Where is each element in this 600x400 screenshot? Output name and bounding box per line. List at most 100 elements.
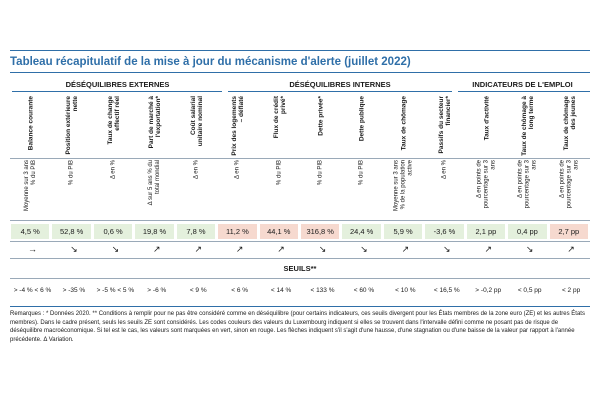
column-header: Flux de crédit privé* bbox=[260, 96, 300, 156]
column-header-text: Passifs du secteur financier* bbox=[438, 96, 453, 154]
row-rule-seuils bbox=[10, 258, 590, 259]
column-header: Prix des logements – déflaté bbox=[218, 96, 258, 156]
column-unit-text: Δ en % bbox=[234, 160, 241, 180]
trend-arrow-icon: ↘ bbox=[318, 244, 327, 254]
column-unit: Δ en % bbox=[425, 160, 465, 218]
trend-arrow-icon: ↘ bbox=[70, 244, 78, 254]
value-cell: 24,4 % bbox=[342, 224, 381, 239]
column-unit-text: Δ en points de pourcentage sur 3 ans bbox=[517, 160, 538, 209]
value-cell: 0,6 % bbox=[93, 224, 133, 239]
trend-arrow-icon: ↘ bbox=[111, 244, 120, 254]
column-unit: Δ en % bbox=[177, 160, 217, 218]
column-header-text: Taux d'activité bbox=[483, 96, 491, 141]
group-external: DÉSÉQUILIBRES EXTERNES bbox=[65, 80, 170, 89]
trend-arrow-icon: ↗ bbox=[484, 244, 492, 254]
value-cell: 0,4 pp bbox=[508, 224, 547, 239]
threshold-cell: < 133 % bbox=[310, 287, 335, 294]
column-unit: % du PIB bbox=[52, 160, 92, 218]
column-unit-text: % du PIB bbox=[358, 160, 365, 186]
column-unit: % du PIB bbox=[301, 160, 341, 218]
threshold-cell: > -0,2 pp bbox=[475, 287, 502, 294]
table-title: Tableau récapitulatif de la mise à jour … bbox=[10, 56, 411, 68]
column-header-text: Dette publique bbox=[358, 96, 366, 142]
value-cell: 4,5 % bbox=[11, 224, 50, 239]
trend-arrow-icon: ↘ bbox=[443, 244, 451, 254]
bottom-rule bbox=[10, 306, 590, 307]
column-unit-text: % du PIB bbox=[68, 160, 75, 186]
column-header: Taux de chômage bbox=[384, 96, 424, 156]
trend-arrow-icon: ↘ bbox=[360, 244, 368, 254]
footnote: Remarques : * Données 2020. ** Condition… bbox=[10, 311, 585, 343]
column-header: Taux d'activité bbox=[467, 96, 507, 156]
row-rule-units bbox=[10, 158, 590, 159]
column-header: Part de marché à l'exportation* bbox=[135, 96, 175, 156]
column-header-text: Part de marché à l'exportation* bbox=[148, 96, 163, 149]
column-unit: Δ en % bbox=[94, 160, 134, 218]
column-header: Taux de chômage à long terme bbox=[508, 96, 548, 156]
column-unit: Moyenne sur 3 ans % du PIB bbox=[11, 160, 51, 218]
value-cell: 7,8 % bbox=[176, 224, 216, 239]
row-rule-thresholds bbox=[10, 278, 590, 279]
value-cell: -3,6 % bbox=[425, 224, 464, 239]
group-employment: INDICATEURS DE L'EMPLOI bbox=[472, 80, 573, 89]
column-unit: Δ en % bbox=[218, 160, 258, 218]
trend-arrow-icon: ↗ bbox=[194, 244, 202, 254]
value-cell: 52,8 % bbox=[52, 224, 91, 239]
column-unit: Δ en points de pourcentage sur 3 ans bbox=[550, 160, 590, 218]
value-cell: 5,9 % bbox=[383, 224, 423, 239]
column-header-text: Dette privée* bbox=[317, 96, 325, 136]
trend-arrow-icon: ↗ bbox=[277, 244, 285, 254]
column-header-text: Taux de change effectif réel bbox=[106, 96, 121, 145]
column-header-text: Taux de chômage des jeunes bbox=[562, 96, 577, 151]
group-rule-internal bbox=[228, 91, 452, 92]
column-header-text: Prix des logements – déflaté bbox=[231, 96, 246, 156]
threshold-cell: < 16,5 % bbox=[433, 287, 460, 294]
threshold-cell: < 6 % bbox=[231, 287, 249, 294]
trend-arrow-icon: → bbox=[28, 244, 37, 254]
column-unit: Moyenne sur 3 ans % de la population act… bbox=[384, 160, 424, 218]
column-unit: Δ en points de pourcentage sur 3 ans bbox=[467, 160, 507, 218]
column-header-text: Balance courante bbox=[27, 96, 35, 151]
trend-arrow-icon: ↗ bbox=[235, 244, 244, 254]
column-header-text: Position extérieure nette bbox=[65, 96, 80, 155]
threshold-cell: > -35 % bbox=[62, 287, 86, 294]
threshold-cell: < 9 % bbox=[189, 287, 207, 294]
threshold-cell: > -6 % bbox=[147, 287, 167, 294]
column-unit-text: % du PIB bbox=[317, 160, 324, 186]
threshold-cell: < 14 % bbox=[270, 287, 292, 294]
threshold-cell: > -5 % < 5 % bbox=[96, 287, 135, 294]
column-header-text: Flux de crédit privé* bbox=[272, 96, 287, 139]
group-internal: DÉSÉQUILIBRES INTERNES bbox=[289, 80, 391, 89]
row-rule-values bbox=[10, 220, 590, 221]
column-header: Taux de chômage des jeunes bbox=[550, 96, 590, 156]
threshold-cell: < 10 % bbox=[395, 287, 416, 294]
threshold-cell: < 60 % bbox=[353, 287, 375, 294]
column-header: Position extérieure nette bbox=[52, 96, 92, 156]
trend-arrow-icon: ↗ bbox=[567, 244, 575, 254]
trend-arrow-icon: ↘ bbox=[525, 244, 534, 254]
column-unit: Δ sur 5 ans % du total mondial bbox=[135, 160, 175, 218]
value-cell: 44,1 % bbox=[259, 224, 298, 239]
column-unit-text: Δ en % bbox=[193, 160, 200, 180]
row-rule-arrows bbox=[10, 241, 590, 242]
seuils-label: SEUILS** bbox=[283, 264, 317, 273]
column-header-text: Taux de chômage à long terme bbox=[521, 96, 536, 156]
column-unit-text: Δ en points de pourcentage sur 3 ans bbox=[476, 160, 497, 209]
value-cell: 2,7 pp bbox=[549, 224, 588, 239]
column-header: Taux de change effectif réel bbox=[94, 96, 134, 156]
trend-arrow-icon: ↗ bbox=[153, 244, 161, 254]
header-rule bbox=[10, 72, 590, 73]
group-rule-employment bbox=[458, 91, 590, 92]
column-unit-text: Δ en points de pourcentage sur 3 ans bbox=[559, 160, 580, 209]
column-unit-text: Moyenne sur 3 ans % du PIB bbox=[24, 160, 37, 212]
column-header: Passifs du secteur financier* bbox=[425, 96, 465, 156]
column-unit: Δ en points de pourcentage sur 3 ans bbox=[508, 160, 548, 218]
value-cell: 2,1 pp bbox=[466, 224, 506, 239]
column-unit-text: Δ sur 5 ans % du total mondial bbox=[148, 160, 162, 206]
column-header: Dette privée* bbox=[301, 96, 341, 156]
column-header: Coût salarial unitaire nominal bbox=[177, 96, 217, 156]
top-rule bbox=[10, 50, 590, 51]
column-unit-text: % du PIB bbox=[276, 160, 283, 186]
column-unit-text: Δ en % bbox=[441, 160, 448, 180]
value-cell: 11,2 % bbox=[218, 224, 257, 239]
